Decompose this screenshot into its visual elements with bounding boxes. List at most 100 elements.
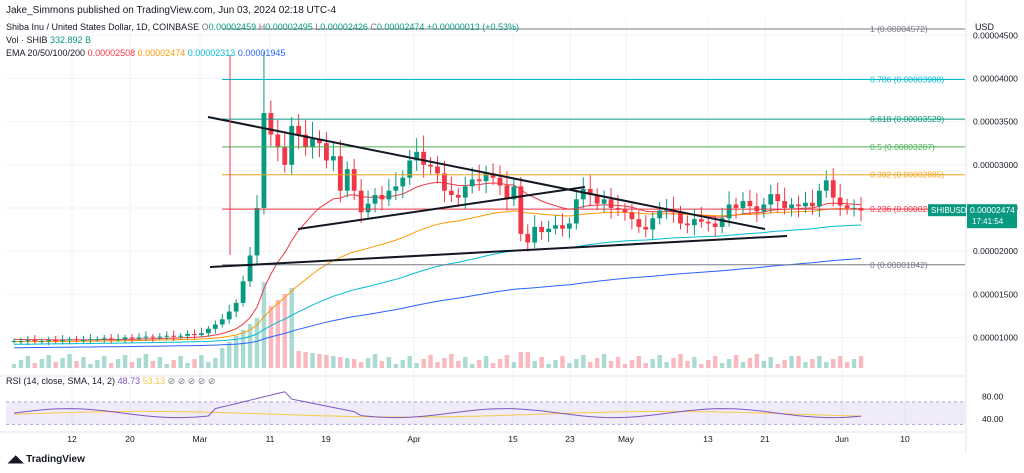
volume-bar	[581, 355, 586, 368]
volume-bar	[365, 358, 371, 368]
candle-body	[546, 228, 551, 233]
volume-bar	[372, 354, 378, 368]
candle-body	[823, 180, 829, 191]
volume-bar	[282, 294, 287, 368]
volume-bar	[199, 355, 204, 368]
date-tick-label: Apr	[407, 434, 420, 444]
fib-level-label: 0.382 (0.00002885)	[870, 170, 944, 180]
volume-bar	[706, 360, 711, 368]
fib-level-label: 0.5 (0.00003207)	[870, 142, 935, 152]
volume-value: 332.892 B	[50, 35, 92, 45]
volume-bar	[102, 356, 107, 368]
candle-body	[594, 195, 600, 204]
volume-bar	[539, 357, 544, 368]
last-price-tag	[967, 204, 1017, 229]
date-tick-label: 10	[900, 434, 910, 444]
rsi-icons: ⊘ ⊘ ⊘ ⊘ ⊘	[167, 376, 216, 386]
volume-bar	[108, 363, 114, 368]
volume-bar	[789, 356, 794, 368]
candle-body	[81, 340, 86, 342]
candle-body	[226, 311, 232, 320]
rsi-sma-value: 53.13	[142, 376, 166, 386]
candle-body	[289, 125, 295, 165]
candle-body	[455, 195, 461, 198]
candle-body	[705, 221, 711, 224]
candle-body	[553, 225, 558, 229]
candle-body	[768, 194, 774, 205]
candle-body	[435, 166, 440, 174]
volume-bar	[178, 356, 183, 368]
candle-body	[636, 219, 642, 227]
volume-bar	[553, 360, 558, 368]
candle-body	[712, 223, 718, 227]
candle-body	[87, 339, 93, 341]
candle-body	[275, 134, 281, 148]
volume-bar	[115, 359, 121, 368]
candle-body	[851, 207, 857, 209]
fib-level-label: 1 (0.00004572)	[870, 24, 928, 34]
volume-bar	[719, 363, 725, 368]
high-value: 0.00002495	[265, 22, 313, 32]
candle-body	[60, 340, 65, 342]
volume-bar	[629, 360, 635, 368]
candle-body	[212, 324, 218, 329]
candle-body	[400, 177, 406, 187]
candle-body	[622, 209, 628, 213]
volume-bar	[803, 362, 808, 368]
candle-body	[629, 212, 635, 220]
volume-bar	[185, 363, 190, 368]
candle-body	[740, 201, 746, 208]
volume-bar	[574, 359, 579, 368]
candle-body	[178, 335, 184, 337]
candle-body	[67, 339, 72, 341]
candle-body	[691, 219, 697, 226]
candle-body	[32, 340, 38, 342]
candle-body	[310, 138, 315, 148]
price-tick-label: 0.00001500	[973, 289, 1018, 299]
candle-body	[407, 160, 413, 178]
volume-bar	[713, 356, 718, 368]
candle-body	[442, 173, 447, 191]
volume-bar	[303, 352, 308, 368]
candle-body	[532, 226, 538, 243]
volume-bar	[143, 354, 149, 368]
candle-body	[719, 218, 725, 227]
trendline-mid	[297, 186, 586, 230]
volume-bar	[164, 364, 169, 368]
candle-body	[143, 336, 149, 338]
candle-body	[816, 190, 822, 207]
candle-body	[462, 186, 468, 198]
candle-body	[18, 340, 24, 342]
rsi-line	[13, 391, 862, 419]
candle-body	[539, 226, 545, 233]
candle-body	[94, 339, 100, 341]
rsi-sma-line	[13, 410, 862, 418]
candle-body	[268, 112, 274, 135]
volume-bar	[74, 361, 79, 368]
rsi-value: 48.73	[117, 376, 141, 386]
volume-bar	[546, 364, 551, 368]
candle-body	[296, 125, 302, 135]
volume-bar	[657, 355, 662, 368]
volume-bar	[400, 360, 405, 368]
volume-bar	[11, 364, 17, 368]
candle-body	[205, 328, 211, 334]
volume-bar	[192, 359, 197, 368]
ema100-line	[13, 224, 862, 345]
candle-body	[386, 190, 392, 200]
rsi-tick-label: 40.00	[982, 414, 1004, 424]
candle-body	[789, 204, 794, 208]
volume-bar	[393, 364, 399, 368]
candle-body	[573, 199, 579, 224]
volume-bar	[775, 364, 780, 368]
ema200-line	[13, 258, 862, 349]
date-tick-label: 13	[703, 434, 713, 444]
volume-bar	[636, 356, 642, 368]
volume-bar	[324, 355, 329, 368]
volume-bar	[88, 364, 93, 368]
candle-body	[337, 156, 343, 191]
volume-bar	[504, 355, 510, 368]
volume-bar	[817, 356, 822, 368]
change-value: +0.00000013 (+0.53%)	[426, 22, 520, 32]
